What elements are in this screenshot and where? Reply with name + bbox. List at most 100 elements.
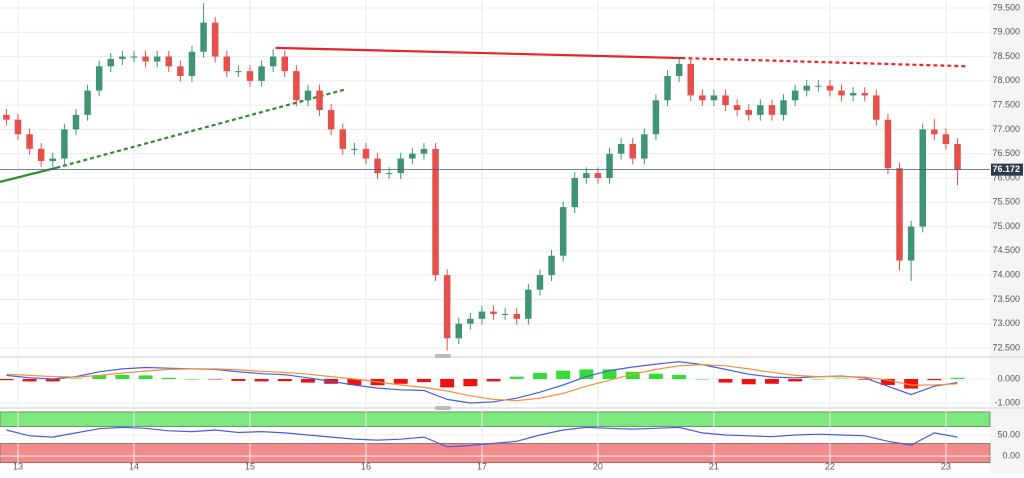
resize-handle[interactable] [435,354,451,358]
candle-body [583,173,590,178]
candle-body [327,110,335,130]
candle-body [61,129,68,159]
candle-body [316,90,323,111]
candle-body [606,153,613,178]
y-tick-label: 72.500 [992,342,1020,352]
histogram-bar [579,369,594,379]
candle-body [339,129,347,149]
histogram-bar [764,378,779,384]
candle-body [954,144,961,170]
last-price-tag [991,163,1023,176]
histogram-bar [22,378,37,382]
candle-body [757,105,764,115]
histogram-bar [695,378,710,380]
band [0,443,991,464]
candle-body [84,90,91,115]
candle-body [49,158,57,162]
candle-body [501,313,509,315]
x-tick-label: 20 [593,461,603,471]
candle-body [14,119,22,135]
trend-line [0,166,57,183]
histogram-bar [115,374,130,379]
candle-body [304,90,312,101]
axis-background [990,0,1024,473]
candle-body [397,158,405,174]
y-tick-label: 73.000 [992,318,1020,328]
x-tick-label: 13 [13,461,23,471]
candle-body [896,168,903,261]
histogram-bar [45,378,60,382]
candle-body [710,95,718,101]
histogram-bar [347,378,362,385]
y-tick-label: 77.500 [992,100,1020,110]
candle-body [3,114,10,120]
indicator-line [6,361,958,404]
histogram-bar [161,377,176,379]
histogram-bar [486,378,501,382]
candle-body [571,178,578,208]
candle-body [374,158,381,174]
histogram-bar [857,378,872,380]
candle-body [443,275,451,339]
candle-body [177,66,184,77]
candle-body [269,56,277,67]
candle-body [629,144,636,159]
x-tick-label: 21 [709,461,719,471]
histogram-bar [741,378,756,385]
candle-body [107,59,115,67]
candle-body [142,56,149,62]
resize-handle[interactable] [435,406,451,410]
candle-body [780,100,787,115]
candle-body [838,90,845,96]
candle-body [351,148,358,150]
histogram-bar [301,378,315,383]
candle-body [884,119,892,169]
candle-body [385,173,393,175]
candle-body [455,323,462,339]
trend-line [275,46,682,60]
candle-body [675,63,683,77]
candle-body [153,56,161,62]
candle-body [548,255,555,276]
histogram-bar [138,375,153,379]
histogram-bar [440,378,455,388]
candle-body [652,100,660,135]
candle-body [536,275,544,290]
candle-body [490,311,497,314]
candle-body [849,93,857,96]
x-tick-label: 17 [477,461,487,471]
histogram-bar [788,378,803,382]
histogram-bar [231,378,246,381]
panel-divider [0,356,1024,358]
histogram-bar [416,378,431,383]
candle-body [281,56,289,72]
x-tick-label: 23 [941,461,951,471]
candle-body [432,148,439,276]
indicator-line [6,363,958,402]
candle-body [617,144,625,154]
histogram-bar [834,378,849,380]
histogram-bar [463,378,478,387]
histogram-bar [927,378,942,381]
candle-body [733,105,741,111]
y-tick-label: 79.500 [992,2,1020,12]
candle-body [931,129,938,135]
indicator-line [6,426,958,448]
y-tick-label: 75.000 [992,221,1020,231]
y-tick-label: 0.00 [1002,450,1020,460]
x-tick-label: 22 [825,461,835,471]
candle-body [467,318,474,324]
candle-body [942,134,950,145]
candle-body [815,85,822,87]
candle-body [409,153,416,159]
histogram-bar [254,378,269,382]
last-price-label: 76.172 [992,164,1020,174]
candle-body [826,85,834,91]
histogram-bar [92,375,107,379]
candle-body [791,90,799,101]
candle-body [699,95,706,101]
candle-body [768,105,776,115]
histogram-bar [0,378,14,381]
y-tick-label: 78.500 [992,51,1020,61]
